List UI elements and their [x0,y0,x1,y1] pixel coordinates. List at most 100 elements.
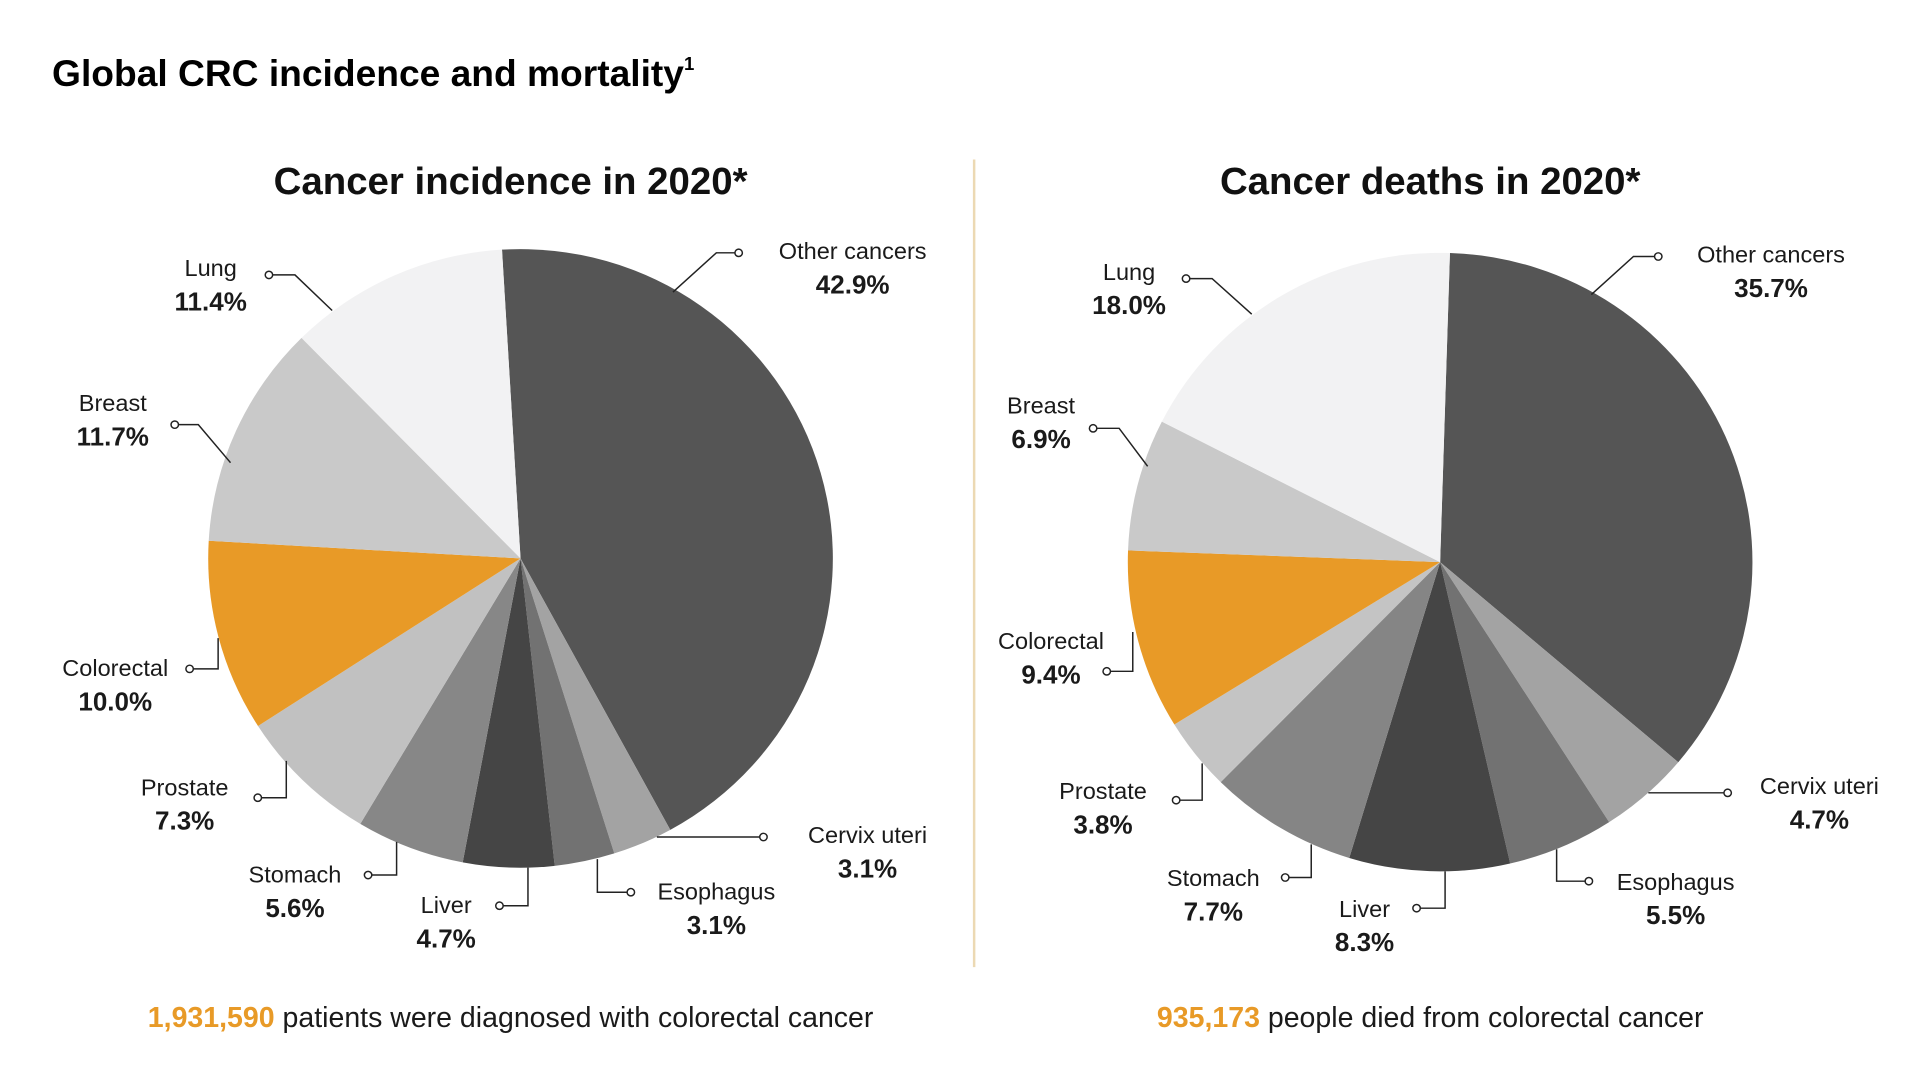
leader-dot-esophagus [1584,876,1594,886]
leader-line-liver [499,867,529,907]
slice-value-esophagus: 5.5% [1646,902,1705,930]
pie-slice-other-cancers [1440,252,1753,763]
slice-value-prostate: 3.8% [1073,811,1132,839]
pie-slice-breast [1128,421,1441,563]
slice-label-liver: Liver [1339,896,1390,922]
leader-line-colorectal [1106,632,1134,673]
slice-label-esophagus: Esophagus [1617,869,1735,895]
leader-dot-other-cancers [734,248,744,258]
slice-label-prostate: Prostate [141,774,229,800]
leader-line-breast [174,423,232,464]
left-footnote-number: 1,931,590 [148,1002,275,1034]
pie-slice-liver [1349,562,1511,872]
slice-label-prostate: Prostate [1059,778,1147,804]
pie-slice-prostate [258,558,521,824]
slice-value-prostate: 7.3% [155,808,214,836]
slice-value-liver: 8.3% [1335,929,1394,957]
slice-label-other-cancers: Other cancers [779,238,927,264]
leader-line-lung [1186,277,1253,315]
pie-slice-other-cancers [502,249,833,830]
pie-slice-cervix-uteri [1440,562,1679,823]
leader-dot-colorectal [185,664,195,674]
pie-slice-lung [1161,252,1450,563]
leader-line-prostate [257,760,288,799]
pie-slice-stomach [360,558,521,863]
pie-slice-colorectal [208,540,521,726]
pie-slice-breast [208,337,521,559]
leader-line-other-cancers [1590,255,1659,296]
leader-line-lung [268,274,333,312]
pie-slice-lung [301,249,521,559]
leader-dot-prostate [1171,795,1181,805]
leader-dot-lung [1181,274,1191,284]
leader-dot-other-cancers [1653,252,1663,261]
pie-slice-liver [462,558,555,868]
leader-line-colorectal [189,638,219,670]
leader-line-liver [1416,871,1446,909]
leader-line-esophagus [596,859,631,893]
leader-line-stomach [368,841,398,876]
leader-line-esophagus [1555,849,1589,882]
left-footnote: 1,931,590 patients were diagnosed with c… [148,1002,874,1034]
slice-label-stomach: Stomach [249,862,342,888]
pie-slice-stomach [1220,562,1441,858]
leader-dot-cervix-uteri [1723,788,1733,798]
title-text: Global CRC incidence and mortality [52,53,684,94]
leader-dot-stomach [1280,873,1290,882]
slice-value-cervix-uteri: 3.1% [838,856,897,884]
slice-value-colorectal: 10.0% [78,689,152,717]
right-footnote-number: 935,173 [1157,1002,1260,1034]
slice-value-stomach: 5.6% [265,895,324,923]
leader-dot-prostate [253,793,263,803]
leader-line-breast [1093,427,1149,467]
slice-value-lung: 11.4% [175,289,247,317]
slice-value-cervix-uteri: 4.7% [1790,807,1849,835]
slice-label-colorectal: Colorectal [62,655,168,681]
slice-label-breast: Breast [79,390,148,416]
right-footnote: 935,173 people died from colorectal canc… [1157,1002,1704,1034]
leader-line-other-cancers [672,252,739,293]
slice-value-other-cancers: 35.7% [1734,275,1808,303]
pie-slice-esophagus [520,558,615,866]
leader-dot-cervix-uteri [758,832,768,842]
slice-value-other-cancers: 42.9% [816,271,890,299]
page-title: Global CRC incidence and mortality1 [52,53,694,94]
slice-label-colorectal: Colorectal [998,628,1104,654]
title-superscript: 1 [684,53,694,74]
right-chart-title: Cancer deaths in 2020* [1220,160,1641,203]
slice-value-lung: 18.0% [1092,292,1166,320]
leader-line-prostate [1176,763,1203,801]
leader-dot-liver [1412,903,1422,913]
leader-dot-liver [494,901,504,911]
slice-label-breast: Breast [1007,393,1076,419]
pie-slice-prostate [1174,562,1441,783]
leader-dot-stomach [363,870,373,880]
right-footnote-text: people died from colorectal cancer [1260,1002,1704,1034]
slice-value-colorectal: 9.4% [1021,662,1080,690]
slice-value-esophagus: 3.1% [687,912,746,940]
slice-value-breast: 6.9% [1011,426,1070,454]
leader-dot-esophagus [626,887,636,897]
slice-label-lung: Lung [1103,259,1155,285]
deaths-pie: Other cancers 35.7% Cervix uteri 4.7% Esopha… [998,242,1879,957]
left-footnote-text: patients were diagnosed with colorectal … [275,1002,874,1034]
slice-label-esophagus: Esophagus [657,879,775,905]
slice-label-other-cancers: Other cancers [1697,242,1845,268]
slice-value-liver: 4.7% [417,926,476,954]
slice-value-breast: 11.7% [77,424,149,452]
slice-label-cervix-uteri: Cervix uteri [1760,773,1879,799]
leader-dot-colorectal [1102,666,1112,676]
pie-slice-colorectal [1127,550,1441,725]
slice-value-stomach: 7.7% [1184,899,1243,927]
pie-slice-cervix-uteri [520,558,671,854]
left-chart-title: Cancer incidence in 2020* [274,160,748,203]
leader-dot-breast [170,420,180,430]
slice-label-stomach: Stomach [1167,865,1260,891]
leader-dot-lung [264,270,274,280]
slice-label-lung: Lung [185,255,237,281]
incidence-pie: Other cancers 42.9% Cervix uteri 3.1% Esopha… [62,238,927,953]
slice-label-cervix-uteri: Cervix uteri [808,822,927,848]
slice-label-liver: Liver [421,892,472,918]
pie-slice-esophagus [1440,562,1610,864]
